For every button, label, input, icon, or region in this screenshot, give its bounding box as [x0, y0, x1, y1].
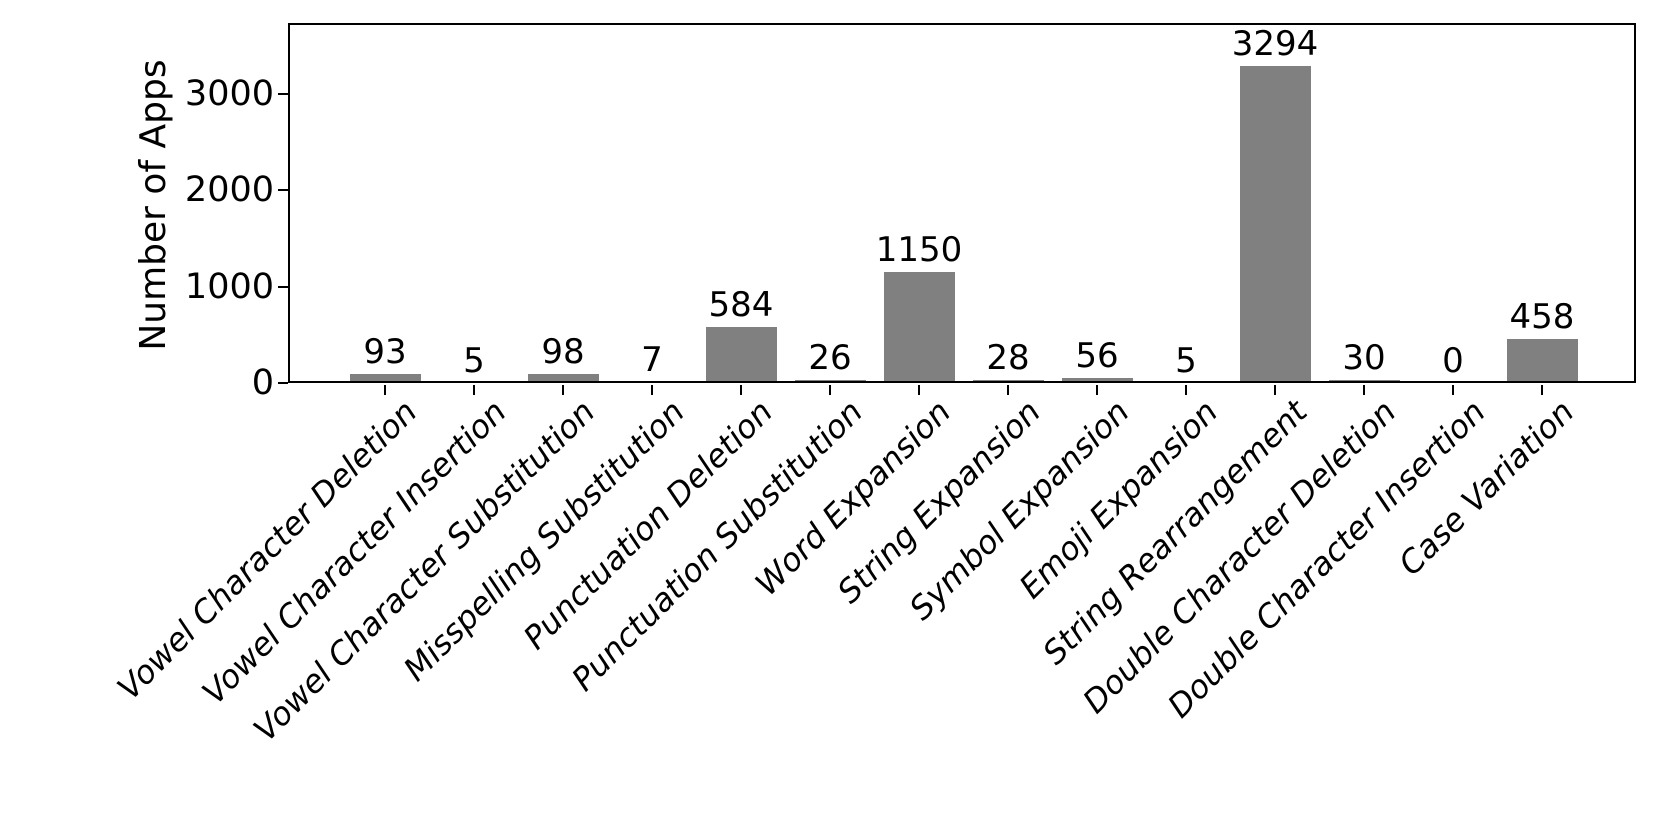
x-tick: [918, 385, 920, 395]
x-tick-label: Vowel Character Substitution: [246, 392, 603, 749]
bar: [1328, 380, 1400, 383]
x-tick: [740, 385, 742, 395]
x-tick: [1096, 385, 1098, 395]
x-tick: [829, 385, 831, 395]
bar: [349, 374, 421, 383]
x-tick: [1274, 385, 1276, 395]
bar-value-label: 584: [708, 285, 774, 325]
bar: [527, 374, 599, 383]
bar: [1061, 378, 1133, 383]
x-tick: [1007, 385, 1009, 395]
x-tick: [1185, 385, 1187, 395]
y-axis-label: Number of Apps: [133, 59, 174, 351]
bar-value-label: 5: [1175, 341, 1197, 381]
y-tick: [278, 285, 288, 288]
y-tick-label: 2000: [184, 170, 274, 211]
y-tick: [278, 189, 288, 192]
y-tick-label: 0: [251, 363, 274, 403]
bar: [616, 382, 688, 383]
plot-area-border: [288, 23, 1636, 383]
y-tick-label: 3000: [184, 74, 274, 114]
bar-value-label: 98: [541, 332, 585, 372]
bar: [1239, 66, 1311, 383]
x-tick: [473, 385, 475, 395]
bar-value-label: 56: [1075, 336, 1119, 376]
y-tick: [278, 382, 288, 384]
bar-value-label: 0: [1442, 341, 1464, 381]
y-tick: [278, 93, 288, 95]
bar: [705, 327, 777, 383]
bar: [972, 380, 1044, 383]
bar-value-label: 93: [363, 332, 407, 372]
bar-value-label: 5: [463, 341, 485, 381]
x-tick: [562, 385, 564, 395]
bar: [794, 380, 866, 383]
x-tick: [1452, 385, 1454, 395]
bar-value-label: 28: [986, 338, 1030, 378]
bar: [1506, 339, 1578, 383]
bar-value-label: 7: [641, 340, 663, 380]
bar-value-label: 26: [808, 338, 852, 378]
x-tick: [651, 385, 653, 395]
bar-value-label: 30: [1342, 338, 1386, 378]
bar-value-label: 3294: [1231, 24, 1319, 64]
x-tick: [384, 385, 386, 395]
bar: [883, 272, 955, 383]
x-tick: [1541, 385, 1543, 395]
bar-value-label: 1150: [875, 230, 963, 270]
bar-value-label: 458: [1509, 297, 1575, 337]
x-tick: [1363, 385, 1365, 395]
y-tick-label: 1000: [184, 266, 274, 307]
